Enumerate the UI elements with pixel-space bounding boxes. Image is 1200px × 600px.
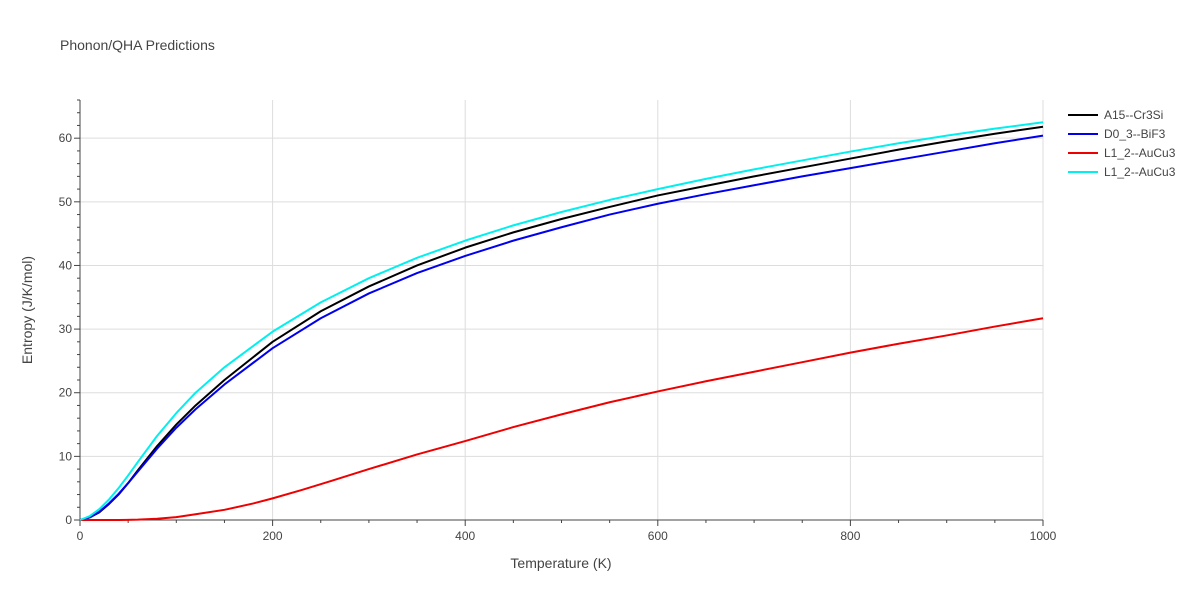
y-tick-label: 20 xyxy=(59,386,73,400)
y-tick-label: 10 xyxy=(59,449,73,463)
x-tick-label: 1000 xyxy=(1030,529,1057,543)
x-tick-label: 800 xyxy=(840,529,860,543)
series-line-4 xyxy=(79,121,1044,521)
axis-layer: 0 200 400 600 800 1000 0 10 20 30 40 50 60 xyxy=(59,99,1057,543)
y-tick-label: 40 xyxy=(59,258,73,272)
legend-label-4: L1_2--AuCu3 xyxy=(1104,165,1176,179)
y-tick-label: 0 xyxy=(65,513,72,527)
y-tick-label: 50 xyxy=(59,195,73,209)
y-axis-title: Entropy (J/K/mol) xyxy=(19,256,35,364)
series-line-2 xyxy=(79,134,1044,521)
legend-label-3: L1_2--AuCu3 xyxy=(1104,146,1176,160)
series-line-3 xyxy=(80,317,1044,521)
grid-layer xyxy=(80,100,1044,520)
chart-title: Phonon/QHA Predictions xyxy=(60,37,215,53)
x-tick-label: 0 xyxy=(77,529,84,543)
legend-label-1: A15--Cr3Si xyxy=(1104,108,1163,122)
x-tick-label: 600 xyxy=(648,529,668,543)
series-layer xyxy=(79,121,1044,521)
series-line-1 xyxy=(79,125,1044,521)
x-axis-title: Temperature (K) xyxy=(510,555,611,571)
y-tick-label: 30 xyxy=(59,322,73,336)
x-tick-label: 400 xyxy=(455,529,475,543)
x-tick-label: 200 xyxy=(263,529,283,543)
legend[interactable]: A15--Cr3Si D0_3--BiF3 L1_2--AuCu3 L1_2--AuC… xyxy=(1068,108,1176,179)
y-tick-label: 60 xyxy=(59,131,73,145)
legend-label-2: D0_3--BiF3 xyxy=(1104,127,1166,141)
